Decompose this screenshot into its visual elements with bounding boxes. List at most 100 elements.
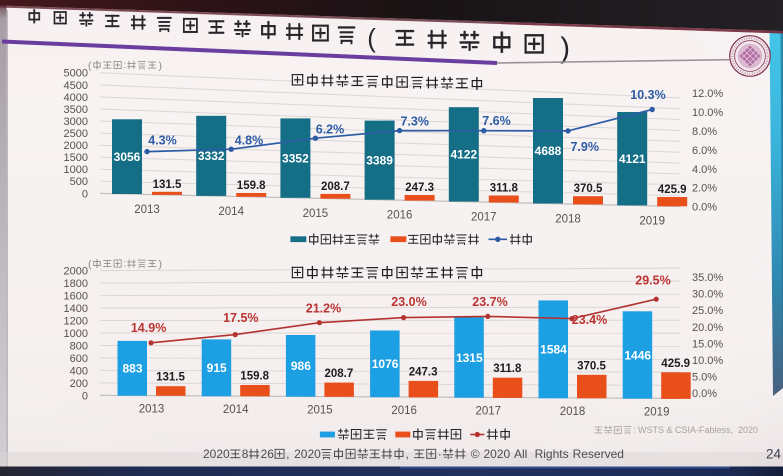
svg-text:1200: 1200 [64,315,88,327]
svg-text:2019: 2019 [639,215,665,227]
svg-text:20.0%: 20.0% [692,322,723,334]
svg-text:425.9: 425.9 [658,184,687,196]
svg-text:200: 200 [70,378,88,390]
svg-text:370.5: 370.5 [574,183,603,195]
svg-text:425.9: 425.9 [661,358,690,370]
svg-text:7.3%: 7.3% [400,114,429,128]
svg-text::: : [124,259,127,270]
svg-text:800: 800 [70,340,88,352]
svg-text:208.7: 208.7 [325,368,354,380]
svg-text:10.0%: 10.0% [692,107,723,119]
svg-text:2014: 2014 [223,404,249,416]
svg-text:10.3%: 10.3% [630,88,665,102]
svg-text:3500: 3500 [64,104,88,116]
svg-text:1076: 1076 [372,357,399,371]
svg-text:400: 400 [70,365,88,377]
svg-text:23.4%: 23.4% [572,313,607,327]
svg-text::: : [634,425,637,435]
svg-text:311.8: 311.8 [493,363,522,375]
svg-text:15.0%: 15.0% [692,338,723,350]
svg-text:2015: 2015 [307,405,333,417]
svg-text:3332: 3332 [198,149,225,163]
svg-text:1600: 1600 [64,291,88,303]
svg-text:Reserved: Reserved [573,447,624,461]
svg-text:883: 883 [122,362,142,376]
svg-text:2020: 2020 [294,447,321,461]
svg-text:4121: 4121 [619,152,646,166]
svg-text:): ) [159,60,163,72]
svg-text:0.0%: 0.0% [692,202,717,214]
svg-text:2018: 2018 [560,406,586,418]
svg-text:©: © [471,447,480,461]
svg-text:17.5%: 17.5% [223,311,258,325]
svg-text:247.3: 247.3 [409,366,438,378]
svg-text:): ) [560,33,570,65]
svg-text:26: 26 [261,447,275,461]
svg-text:600: 600 [70,353,88,365]
svg-text:2013: 2013 [134,204,160,216]
svg-text:,: , [406,447,409,461]
svg-text:7.9%: 7.9% [570,140,599,154]
svg-text:0: 0 [82,390,88,402]
svg-text:2020: 2020 [484,447,511,461]
svg-text:915: 915 [207,361,227,375]
svg-text:8: 8 [242,447,249,461]
svg-text:2017: 2017 [476,406,502,418]
svg-text:1500: 1500 [64,152,88,164]
svg-text:14.9%: 14.9% [131,321,166,335]
svg-text:10.0%: 10.0% [692,355,723,367]
svg-text:(: ( [88,60,92,72]
svg-text:(: ( [367,25,376,53]
svg-text:159.8: 159.8 [237,180,266,192]
svg-text:2013: 2013 [139,404,165,416]
svg-text:·: · [438,447,442,461]
svg-text:2019: 2019 [644,407,670,419]
svg-text:131.5: 131.5 [156,372,185,384]
svg-text:0: 0 [82,188,88,200]
svg-text:29.5%: 29.5% [635,274,670,288]
svg-text:2.0%: 2.0% [692,183,717,195]
svg-text:2014: 2014 [218,206,244,218]
svg-text:370.5: 370.5 [577,360,606,372]
svg-text:35.0%: 35.0% [692,272,723,284]
svg-text:1400: 1400 [64,303,88,315]
svg-text:30.0%: 30.0% [692,289,723,301]
svg-text:5000: 5000 [64,68,88,80]
svg-text:1000: 1000 [64,328,88,340]
svg-text:Rights: Rights [535,447,569,461]
svg-text:2020: 2020 [203,447,230,461]
svg-text:247.3: 247.3 [405,182,434,194]
svg-text:131.5: 131.5 [153,179,182,191]
svg-text:1446: 1446 [624,348,651,362]
svg-text:4.0%: 4.0% [692,164,717,176]
svg-text:All: All [514,447,527,461]
svg-text:1584: 1584 [540,343,567,357]
svg-text:3389: 3389 [366,154,393,168]
svg-text:21.2%: 21.2% [306,302,341,316]
svg-text:3000: 3000 [64,116,88,128]
svg-text:7.6%: 7.6% [482,114,511,128]
svg-text:4122: 4122 [450,148,477,162]
svg-text:8.0%: 8.0% [692,126,717,138]
svg-text:986: 986 [291,359,311,373]
svg-text:,: , [286,447,289,461]
svg-text:2500: 2500 [64,128,88,140]
svg-text:1315: 1315 [456,351,483,365]
svg-text:311.8: 311.8 [490,183,519,195]
svg-text:2016: 2016 [387,210,413,222]
svg-text:23.7%: 23.7% [472,295,507,309]
svg-text:5.0%: 5.0% [692,371,717,383]
svg-text:4.8%: 4.8% [235,134,264,148]
svg-text:WSTS & CSIA-Fabless, 2020: WSTS & CSIA-Fabless, 2020 [638,425,758,435]
svg-text:1000: 1000 [64,164,88,176]
svg-text:25.0%: 25.0% [692,305,723,317]
svg-text:2016: 2016 [391,405,417,417]
svg-text:(: ( [88,259,92,271]
svg-text:2000: 2000 [64,140,88,152]
svg-text:4.3%: 4.3% [148,133,177,147]
svg-text:2015: 2015 [303,208,329,220]
svg-text:2018: 2018 [555,214,581,226]
svg-text:): ) [159,259,163,271]
svg-text:2000: 2000 [64,266,88,278]
svg-text:500: 500 [70,176,88,188]
